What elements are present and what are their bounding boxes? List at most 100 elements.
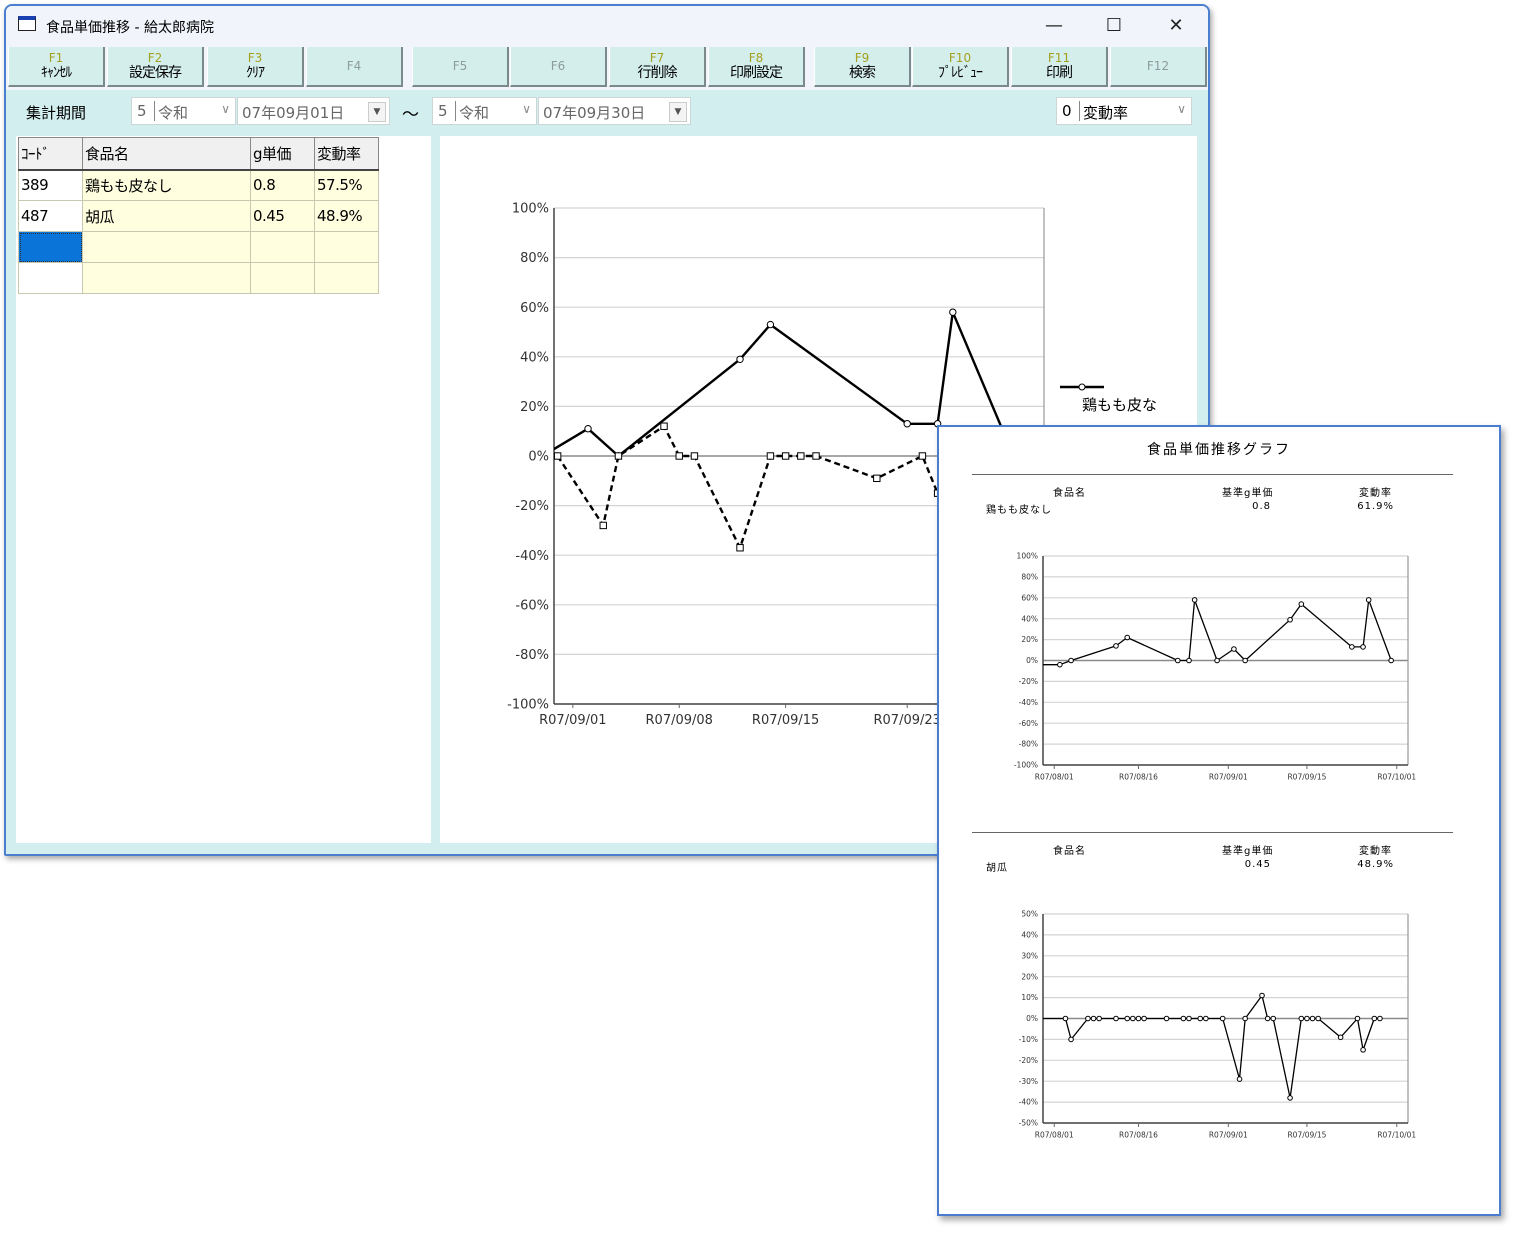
divider [972, 832, 1453, 833]
grid-cell[interactable] [250, 231, 315, 263]
grid-cell[interactable]: 胡瓜 [82, 200, 251, 232]
toolbar-button-f11[interactable]: F11 印刷 [1011, 47, 1108, 87]
toolbar-button-f2[interactable]: F2 設定保存 [107, 47, 204, 87]
y-tick-label: -50% [1019, 1119, 1038, 1128]
date-value: 07年09月30日 [543, 104, 646, 122]
header-food-name: 食品名 [1053, 488, 1086, 499]
y-tick-label: -20% [1019, 1056, 1038, 1065]
period-tilde: 〜 [402, 105, 419, 125]
rate: 48.9% [1357, 859, 1394, 870]
data-point [690, 452, 699, 460]
toolbar-button-f9[interactable]: F9 検索 [814, 47, 911, 87]
data-point [1259, 992, 1265, 999]
y-tick-label: 60% [1021, 593, 1038, 602]
grid-cell[interactable]: 487 [18, 200, 83, 232]
grid-cell[interactable] [314, 262, 379, 294]
grid-cell[interactable]: 389 [18, 169, 83, 201]
grid-cell[interactable] [82, 262, 251, 294]
column-header[interactable]: 食品名 [82, 137, 251, 171]
data-point [1062, 1015, 1069, 1022]
y-tick-label: 0% [1026, 656, 1038, 665]
data-point [918, 452, 927, 460]
x-tick-label: R07/09/15 [752, 713, 819, 728]
data-point [1096, 1015, 1102, 1022]
toolbar-button-f12[interactable]: F12 [1110, 47, 1207, 87]
toolbar-button-f7[interactable]: F7 行削除 [609, 47, 706, 87]
data-point [1287, 616, 1293, 623]
column-header[interactable]: g単価 [250, 137, 315, 171]
y-tick-label: -60% [515, 598, 549, 613]
data-point [1371, 1015, 1378, 1022]
data-point [1113, 1015, 1119, 1022]
report-chart-2: 50% 40% 30% 20% 10% 0% -10% -20% -30% -40% -50% R07… [1019, 910, 1417, 1140]
grid-cell[interactable] [82, 231, 251, 263]
table-row[interactable] [18, 231, 379, 263]
column-header[interactable]: ｺｰﾄﾞ [18, 137, 83, 171]
y-tick-label: -20% [1019, 677, 1038, 686]
toolbar-button-f1[interactable]: F1 ｷｬﾝｾﾙ [8, 47, 105, 87]
data-point [1174, 657, 1181, 664]
data-point [812, 452, 820, 460]
y-tick-label: 100% [512, 202, 549, 217]
dropdown-arrow-icon[interactable]: ▼ [669, 102, 687, 122]
function-key-label: F11 [1047, 51, 1071, 65]
grid-cell[interactable]: 48.9% [314, 200, 379, 232]
era-name: 令和 [158, 104, 189, 122]
toolbar-button-f8[interactable]: F8 印刷設定 [708, 47, 805, 87]
y-tick-label: 40% [520, 350, 549, 365]
button-label: 行削除 [637, 65, 678, 81]
y-tick-label: 60% [520, 301, 549, 316]
table-row[interactable] [18, 262, 379, 294]
close-button[interactable]: ✕ [1168, 15, 1184, 36]
table-row[interactable]: 389 鶏もも皮なし 0.8 57.5% [18, 169, 379, 201]
button-label: 設定保存 [129, 65, 182, 81]
x-tick-label: R07/08/01 [1035, 1131, 1074, 1140]
column-header[interactable]: 変動率 [314, 137, 379, 171]
table-row[interactable]: 487 胡瓜 0.45 48.9% [18, 200, 379, 232]
toolbar-button-f5[interactable]: F5 [412, 47, 509, 87]
period-to-date-picker[interactable]: 07年09月30日 ▼ [538, 97, 691, 125]
dropdown-arrow-icon[interactable]: ▼ [368, 102, 386, 122]
data-point [1264, 1015, 1271, 1022]
y-tick-label: 20% [1021, 635, 1038, 644]
data-point [675, 452, 683, 460]
era-name: 令和 [459, 104, 490, 122]
period-from-era-select[interactable]: 5 令和 ∨ [131, 97, 236, 125]
header-base-price: 基準g単価 [1222, 846, 1274, 857]
x-tick-label: R07/08/01 [1035, 773, 1074, 782]
grid-cell[interactable]: 57.5% [314, 169, 379, 201]
y-tick-label: -100% [1014, 761, 1038, 770]
grid-cell[interactable]: 0.45 [250, 200, 315, 232]
chevron-down-icon: ∨ [221, 102, 230, 116]
grid-cell[interactable] [314, 231, 379, 263]
maximize-button[interactable]: ☐ [1105, 15, 1123, 36]
period-from-date-picker[interactable]: 07年09月01日 ▼ [237, 97, 390, 125]
toolbar-button-f4[interactable]: F4 [306, 47, 403, 87]
data-point [599, 521, 607, 530]
y-tick-label: 10% [1021, 993, 1038, 1002]
minimize-button[interactable]: — [1045, 15, 1063, 36]
grid-cell[interactable] [18, 231, 83, 263]
x-tick-label: R07/09/01 [1209, 773, 1248, 782]
grid-cell[interactable]: 鶏もも皮なし [82, 169, 251, 201]
grid-cell[interactable] [18, 262, 83, 294]
base-price: 0.45 [1244, 859, 1271, 870]
y-tick-label: 40% [1021, 931, 1038, 940]
data-point [1231, 646, 1237, 652]
toolbar-button-f3[interactable]: F3 ｸﾘｱ [207, 47, 304, 87]
data-point [614, 452, 623, 460]
toolbar-button-f6[interactable]: F6 [510, 47, 607, 87]
mode-select[interactable]: 0 変動率 ∨ [1056, 97, 1192, 125]
grid-cell[interactable]: 0.8 [250, 169, 315, 201]
data-point [1085, 1015, 1091, 1022]
button-label: ﾌﾟﾚﾋﾞｭｰ [938, 65, 983, 81]
function-key-label: F3 [247, 51, 263, 65]
period-to-era-select[interactable]: 5 令和 ∨ [432, 97, 537, 125]
toolbar-button-f10[interactable]: F10 ﾌﾟﾚﾋﾞｭｰ [912, 47, 1009, 87]
y-tick-label: -30% [1019, 1077, 1038, 1086]
data-point [1360, 1047, 1366, 1053]
function-key-label: F12 [1146, 59, 1170, 73]
data-point [1135, 1015, 1142, 1022]
grid-cell[interactable] [250, 262, 315, 294]
food-name: 鶏もも皮なし [986, 505, 1052, 516]
